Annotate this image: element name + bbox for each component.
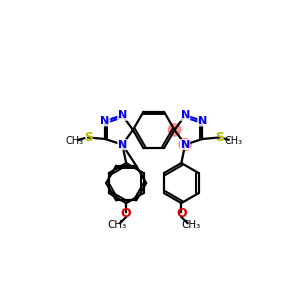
Text: N: N	[118, 140, 127, 150]
Text: S: S	[84, 131, 93, 144]
Text: N: N	[100, 116, 110, 126]
Text: CH₃: CH₃	[107, 220, 127, 230]
Text: CH₃: CH₃	[65, 136, 83, 146]
Text: N: N	[198, 116, 207, 126]
Circle shape	[168, 124, 181, 136]
Text: N: N	[181, 110, 190, 120]
Text: CH₃: CH₃	[181, 220, 200, 230]
Text: N: N	[181, 140, 190, 150]
Text: N: N	[118, 110, 127, 120]
Text: O: O	[176, 207, 187, 220]
Text: S: S	[215, 131, 224, 144]
Circle shape	[179, 138, 191, 151]
Text: O: O	[121, 207, 131, 220]
Text: CH₃: CH₃	[224, 136, 242, 146]
